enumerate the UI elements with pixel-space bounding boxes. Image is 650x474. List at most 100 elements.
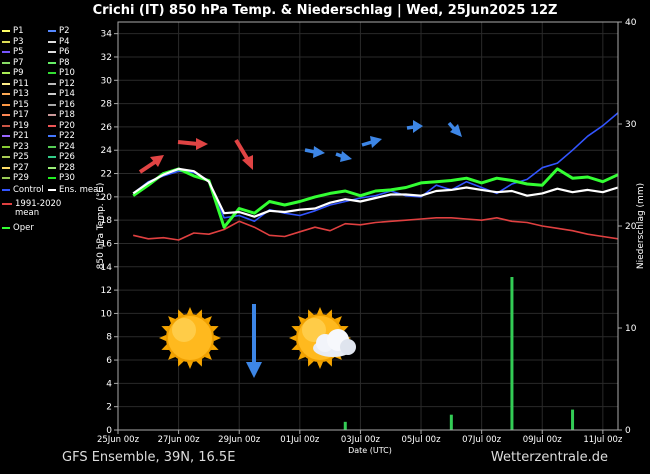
sun-ray (178, 358, 184, 367)
sun-ray (289, 334, 297, 342)
sun-ray (213, 334, 221, 342)
legend-item-p6: P6 (48, 47, 94, 58)
legend-label: P10 (59, 68, 75, 78)
legend-label: P28 (59, 162, 75, 173)
precip-bar (343, 421, 347, 430)
legend-swatch (48, 156, 56, 159)
y-tick-label: 14 (101, 263, 113, 273)
legend-item-clim-mean-line2: mean (15, 207, 40, 218)
legend-swatch (48, 61, 56, 64)
sun-ray (291, 344, 300, 350)
sun-ray (161, 326, 170, 332)
legend-swatch (48, 103, 56, 106)
sun-ray (308, 358, 314, 367)
legend-swatch (2, 177, 10, 180)
legend-label: P21 (13, 131, 29, 141)
y2-tick-label: 40 (625, 18, 637, 28)
arrow-right-red-icon (138, 155, 164, 174)
y2-tick-label: 30 (625, 120, 637, 130)
y-tick-label: 4 (106, 379, 112, 389)
sun-icon (159, 307, 221, 369)
legend-item-p22: P22 (48, 131, 94, 142)
series-line (132, 167, 619, 218)
sun-ray (168, 316, 176, 324)
x-tick-label: 27Jun 00z (158, 435, 201, 445)
y-tick-label: 22 (101, 170, 112, 180)
series-line (133, 217, 619, 241)
legend-item-p5: P5 (2, 47, 48, 58)
y-tick-label: 26 (101, 123, 113, 133)
arrow-right-blue-icon (335, 151, 352, 162)
x-tick-label: 07Jul 00z (462, 435, 502, 445)
legend-swatch (2, 156, 10, 159)
legend-item-clim-mean: 1991-2020 (2, 199, 94, 210)
legend-item-p10: P10 (48, 68, 94, 79)
legend-swatch (48, 145, 56, 148)
x-tick-label: 11Jul 00z (583, 435, 623, 445)
chart-title: Crichi (IT) 850 hPa Temp. & Niederschlag… (93, 3, 558, 18)
series-lines (132, 112, 619, 241)
legend-label: P4 (59, 36, 70, 47)
arrow-right-red-icon (177, 138, 208, 150)
legend-swatch (48, 82, 56, 85)
sun-cloud-icon (289, 307, 356, 369)
arrow-right-blue-icon (304, 146, 325, 158)
sun-ray (316, 307, 324, 315)
y-tick-label: 18 (101, 216, 113, 226)
legend-label: P7 (13, 57, 24, 68)
legend-swatch (48, 135, 56, 138)
legend-swatch (2, 82, 10, 85)
sun-ray (308, 309, 314, 318)
legend-swatch (2, 30, 10, 33)
legend-item-p29: P29 (2, 173, 48, 184)
legend-item-p8: P8 (48, 58, 94, 69)
y-tick-label: 30 (101, 76, 113, 86)
legend-label: P30 (59, 173, 75, 183)
x-axis-label: Date (UTC) (348, 446, 392, 455)
legend-label: P19 (13, 120, 29, 131)
legend-label: P9 (13, 68, 24, 78)
arrow-right-red-icon (234, 138, 253, 170)
legend-label: P14 (59, 89, 75, 99)
legend-item-p4: P4 (48, 37, 94, 48)
sun-ray (291, 326, 300, 332)
legend-swatch (2, 145, 10, 148)
sun-ray (210, 344, 219, 350)
legend-swatch (48, 51, 56, 54)
y-tick-label: 10 (101, 309, 113, 319)
sun-ray (316, 361, 324, 369)
legend-item-p30: P30 (48, 173, 94, 184)
legend-item-p28: P28 (48, 163, 94, 174)
sun-ray (159, 334, 167, 342)
legend-item-p15: P15 (2, 100, 48, 111)
legend-swatch (48, 30, 56, 33)
sun-ray (178, 309, 184, 318)
sun-ray (326, 358, 332, 367)
legend-item-p27: P27 (2, 163, 48, 174)
legend-item-p18: P18 (48, 110, 94, 121)
legend-label: P23 (13, 141, 29, 152)
legend-item-ens-mean: Ens. mean (48, 185, 104, 196)
legend-label: P24 (59, 141, 75, 152)
legend-label: P16 (59, 99, 75, 110)
legend-swatch (2, 51, 10, 54)
x-tick-label: 25Jun 00z (97, 435, 140, 445)
y2-tick-label: 0 (625, 426, 631, 436)
y-tick-label: 8 (106, 333, 112, 343)
x-tick-label: 09Jul 00z (523, 435, 563, 445)
y-tick-label: 0 (106, 426, 112, 436)
y-axis-label: 850 hPa Temp. (°C) (96, 183, 106, 270)
legend-item-p2: P2 (48, 26, 94, 37)
legend-item-p7: P7 (2, 58, 48, 69)
sun-ray (196, 358, 202, 367)
sun-ray (334, 316, 342, 324)
y-tick-label: 24 (101, 146, 113, 156)
legend-item-p26: P26 (48, 152, 94, 163)
y2-axis-label: Niederschlag (mm) (636, 183, 646, 269)
legend-label: P5 (13, 47, 24, 57)
legend-swatch (2, 166, 10, 169)
legend-label: P29 (13, 173, 29, 183)
y-tick-label: 28 (101, 100, 113, 110)
